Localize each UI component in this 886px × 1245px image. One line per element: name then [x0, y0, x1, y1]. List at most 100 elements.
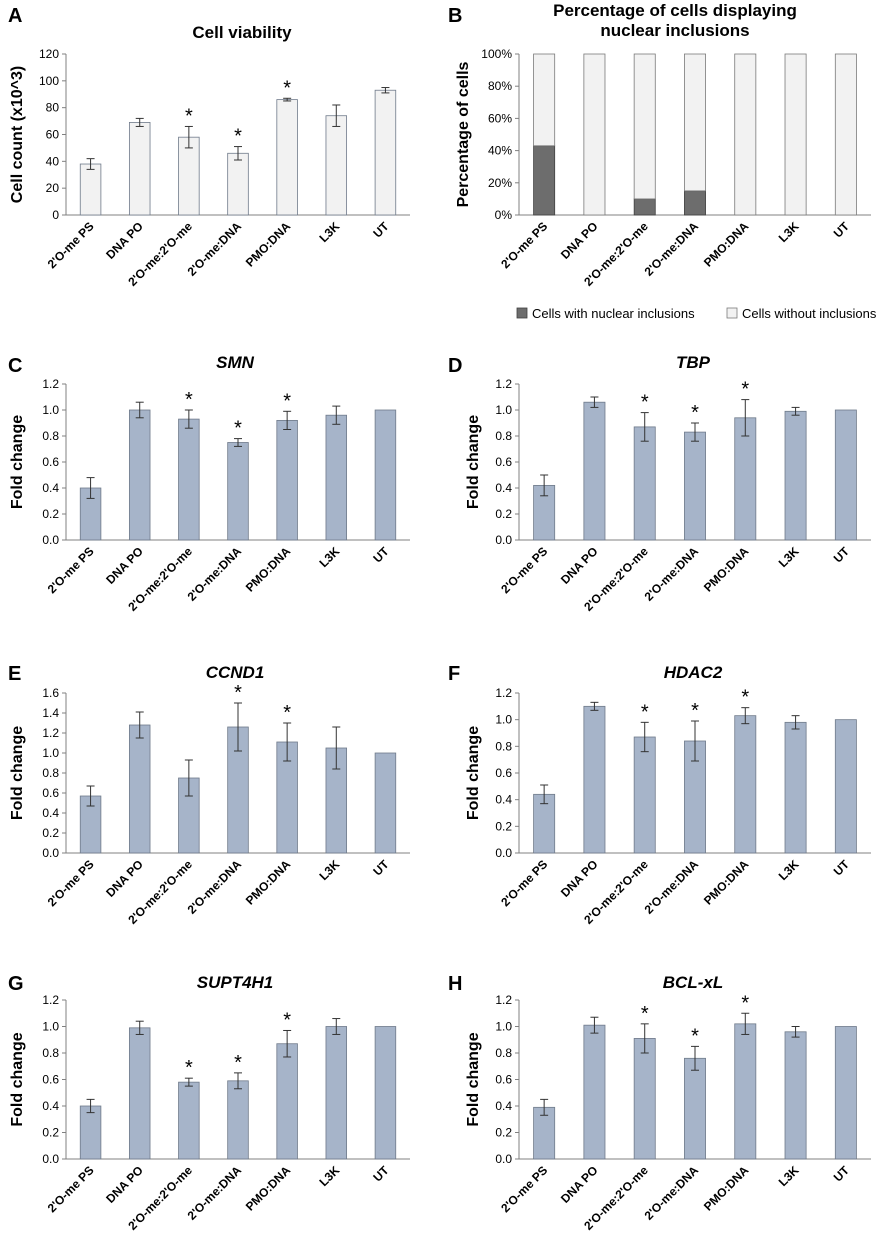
y-tick-label: 0.0	[42, 846, 59, 860]
significance-marker: *	[741, 687, 749, 709]
y-axis-label: Fold change	[465, 1032, 482, 1126]
bar	[227, 152, 249, 216]
y-tick-label: 0.4	[495, 481, 512, 495]
y-tick-label: 1.2	[495, 377, 512, 391]
legend-label: Cells without inclusions	[742, 306, 877, 321]
bar	[276, 1043, 298, 1160]
x-tick-label: L3K	[776, 1163, 802, 1189]
x-tick-label: UT	[370, 1163, 392, 1185]
x-tick-label: L3K	[316, 1163, 342, 1189]
y-tick-label: 20	[46, 181, 60, 195]
bar	[834, 409, 857, 541]
y-tick-label: 0	[52, 208, 59, 222]
y-tick-label: 0.8	[42, 429, 59, 443]
x-tick-label: PMO:DNA	[701, 1163, 752, 1214]
x-tick-label: UT	[831, 857, 853, 879]
legend-swatch-without-inclusions	[726, 307, 738, 319]
panel-label: A	[8, 5, 22, 27]
bar	[583, 705, 606, 854]
y-tick-label: 1.0	[42, 746, 59, 760]
y-tick-label: 100%	[481, 47, 512, 61]
panel-label: D	[448, 355, 462, 377]
y-tick-label: 1.2	[495, 686, 512, 700]
bar	[684, 431, 706, 541]
x-tick-label: DNA PO	[558, 857, 601, 900]
y-tick-label: 0.0	[495, 1152, 512, 1166]
significance-marker: *	[185, 389, 193, 411]
x-tick-label: PMO:DNA	[243, 1163, 294, 1214]
y-tick-label: 1.2	[42, 993, 59, 1007]
bar	[325, 115, 348, 216]
y-tick-label: 80%	[488, 79, 512, 93]
x-tick-label: L3K	[776, 219, 802, 245]
x-tick-label: DNA PO	[558, 219, 601, 262]
x-tick-label: DNA PO	[103, 857, 146, 900]
panel-f: F HDAC2 Fold change 0.0 0.2 0.4 0.6 0.8 1.0 1.2 2'…	[448, 663, 871, 927]
bar	[178, 136, 200, 216]
x-tick-label: 2'O-me PS	[498, 219, 550, 271]
y-tick-label: 0.2	[495, 1126, 512, 1140]
x-tick-label: DNA PO	[558, 1163, 601, 1206]
y-tick-label: 0.2	[42, 1126, 59, 1140]
bar	[684, 1057, 706, 1160]
y-tick-label: 0.8	[495, 429, 512, 443]
chart-title: Cell viability	[192, 23, 292, 42]
x-tick-label: 2'O-me:DNA	[642, 1163, 702, 1223]
y-tick-label: 0.8	[42, 766, 59, 780]
panel-d: D TBP Fold change 0.0 0.2 0.4 0.6 0.8 1.0 1.2 2'O-…	[448, 353, 871, 614]
x-tick-label: UT	[370, 544, 392, 566]
bar-without-inclusions	[533, 53, 556, 147]
y-tick-label: 0.8	[495, 739, 512, 753]
panel-label: E	[8, 663, 21, 685]
bar	[583, 401, 606, 541]
x-tick-label: L3K	[776, 544, 802, 570]
legend: Cells with nuclear inclusions Cells witho…	[516, 306, 877, 321]
bar	[276, 99, 298, 216]
y-tick-label: 1.2	[42, 726, 59, 740]
chart-title: SMN	[216, 353, 255, 372]
bar	[79, 163, 102, 216]
x-tick-label: UT	[370, 857, 392, 879]
x-tick-label: L3K	[316, 857, 342, 883]
y-axis-label: Fold change	[9, 1032, 26, 1126]
bar	[734, 1023, 757, 1160]
bar	[374, 1026, 397, 1160]
bar-with-inclusions	[533, 145, 556, 216]
bar	[374, 752, 397, 854]
x-tick-label: PMO:DNA	[701, 544, 752, 595]
y-tick-label: 0.6	[42, 455, 59, 469]
y-tick-label: 0.4	[42, 481, 59, 495]
y-tick-label: 0.8	[495, 1046, 512, 1060]
significance-marker: *	[185, 1057, 193, 1079]
panel-label: B	[448, 5, 462, 27]
x-tick-label: PMO:DNA	[243, 857, 294, 908]
significance-marker: *	[691, 1025, 699, 1047]
x-tick-label: DNA PO	[103, 1163, 146, 1206]
y-axis-label: Fold change	[9, 726, 26, 820]
bar	[784, 1031, 807, 1160]
y-tick-label: 1.2	[495, 993, 512, 1007]
x-tick-label: UT	[831, 1163, 853, 1185]
panel-c: C SMN Fold change 0.0 0.2 0.4 0.6 0.8 1.0 1.2 2'O-…	[8, 353, 410, 614]
significance-marker: *	[641, 701, 649, 723]
bar	[583, 1024, 606, 1160]
y-tick-label: 0.0	[42, 533, 59, 547]
panel-label: F	[448, 663, 460, 685]
bar	[633, 1038, 656, 1160]
significance-marker: *	[283, 1009, 291, 1031]
bar	[374, 409, 397, 541]
y-tick-label: 0.0	[495, 533, 512, 547]
y-axis-label: Fold change	[9, 415, 26, 509]
panel-label: C	[8, 355, 22, 377]
bar	[633, 426, 656, 541]
x-tick-label: PMO:DNA	[701, 219, 752, 270]
bar	[227, 1080, 249, 1160]
significance-marker: *	[641, 1003, 649, 1025]
y-axis-label: Fold change	[465, 726, 482, 820]
x-tick-label: UT	[831, 219, 853, 241]
y-tick-label: 0.2	[495, 819, 512, 833]
bar	[128, 122, 151, 216]
panel-g: G SUPT4H1 Fold change 0.0 0.2 0.4 0.6 0.8 1.0 1.2…	[8, 973, 410, 1233]
y-tick-label: 0.2	[495, 507, 512, 521]
bar	[734, 715, 757, 854]
